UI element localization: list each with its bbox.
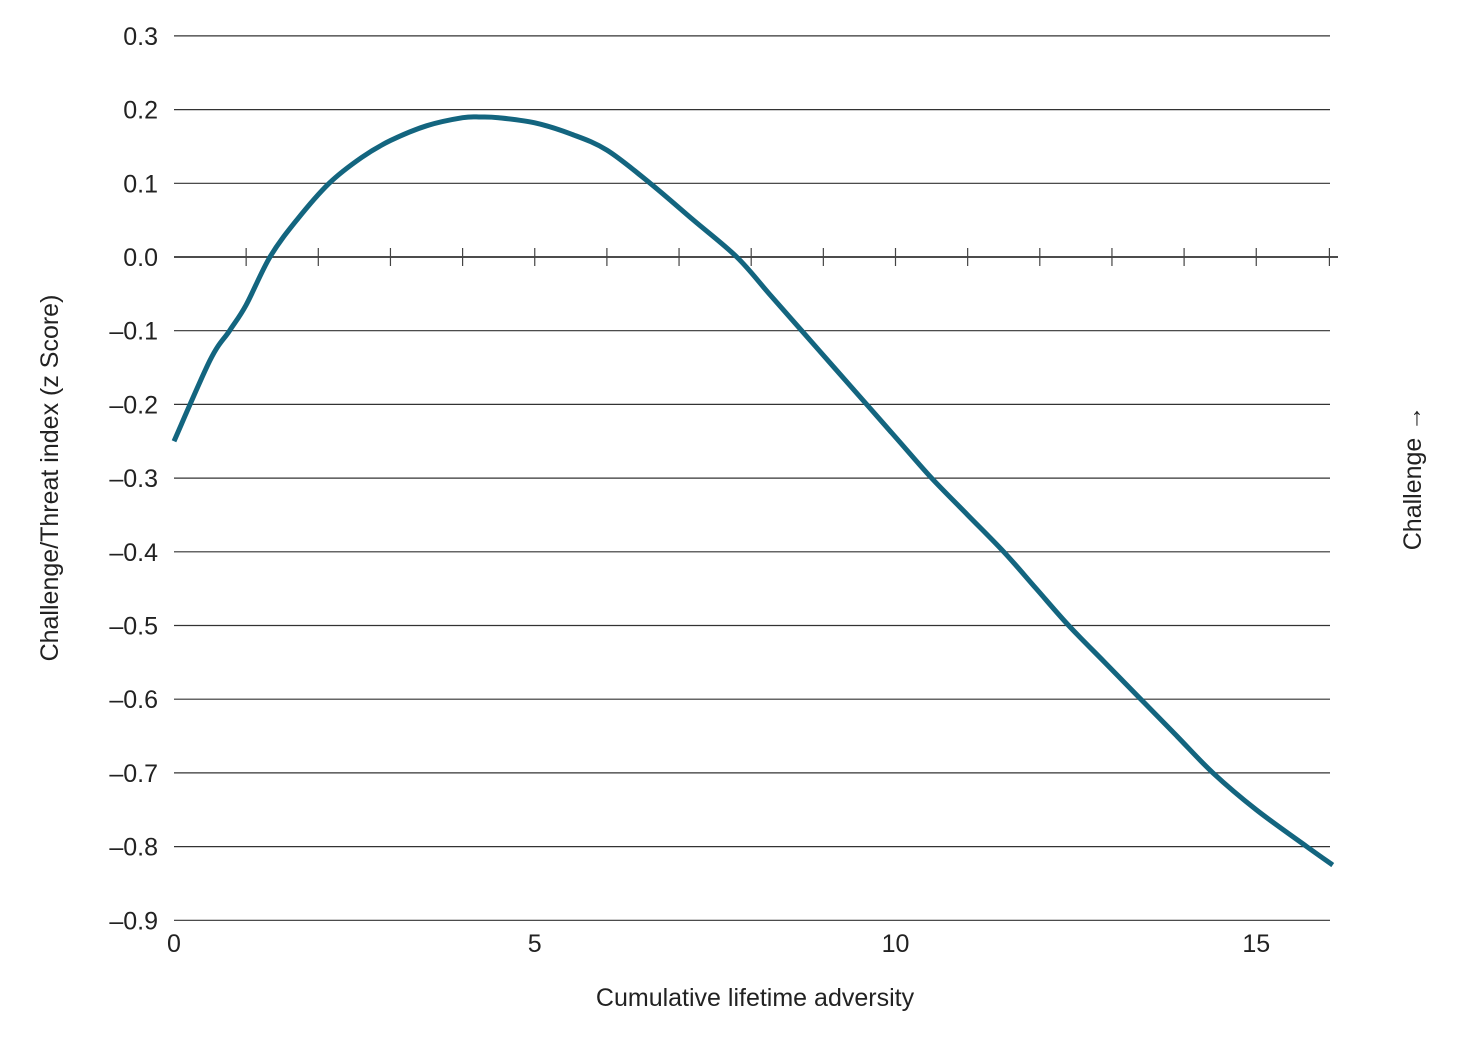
- y-tick-label: –0.5: [109, 613, 158, 641]
- x-axis-tick-labels: 0 5 10 15: [167, 930, 1270, 958]
- y-tick-label: –0.9: [109, 907, 158, 935]
- series-line-challenge-threat: [171, 114, 1335, 868]
- y-tick-label: –0.1: [109, 318, 158, 346]
- y-tick-label: 0.1: [123, 170, 158, 198]
- x-tick-label: 10: [882, 930, 910, 958]
- challenge-direction-annotation: Challenge →: [1399, 405, 1427, 551]
- y-tick-label: –0.6: [109, 686, 158, 714]
- y-tick-label: –0.8: [109, 834, 158, 862]
- x-tick-label: 5: [528, 930, 542, 958]
- y-tick-label: –0.4: [109, 539, 158, 567]
- y-tick-label: –0.3: [109, 465, 158, 493]
- zero-axis-with-ticks: [174, 248, 1338, 266]
- x-axis-label: Cumulative lifetime adversity: [595, 984, 915, 1012]
- y-tick-label: 0.3: [123, 23, 158, 51]
- y-tick-label: 0.0: [123, 244, 158, 272]
- x-tick-label: 15: [1242, 930, 1270, 958]
- y-axis-label: Challenge/Threat index (z Score): [36, 294, 64, 662]
- y-tick-label: 0.2: [123, 97, 158, 125]
- y-tick-label: –0.7: [109, 760, 158, 788]
- gridlines: [174, 35, 1330, 921]
- y-axis-tick-labels: 0.3 0.2 0.1 0.0 –0.1 –0.2 –0.3 –0.4 –0.5 –0.6 –0.7…: [109, 23, 158, 935]
- x-tick-label: 0: [167, 930, 181, 958]
- y-tick-label: –0.2: [109, 391, 158, 419]
